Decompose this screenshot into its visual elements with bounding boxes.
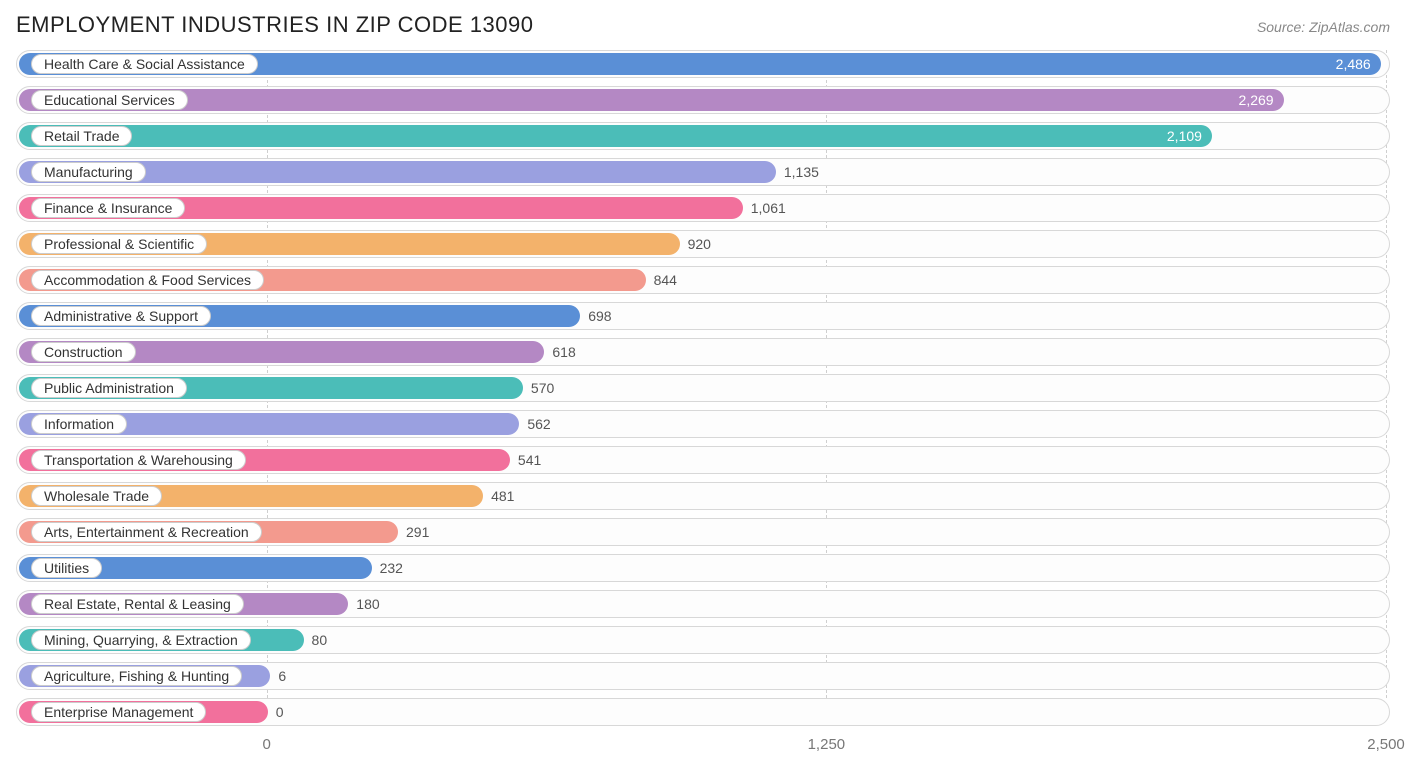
x-tick-label: 1,250 xyxy=(808,736,846,753)
value-label: 618 xyxy=(552,339,575,365)
bar-fill: 2,269 xyxy=(19,89,1284,111)
category-pill: Enterprise Management xyxy=(31,702,206,722)
category-pill: Accommodation & Food Services xyxy=(31,270,264,290)
bar-row: Professional & Scientific 920 xyxy=(16,230,1390,258)
bar-row: Real Estate, Rental & Leasing 180 xyxy=(16,590,1390,618)
value-label: 541 xyxy=(518,447,541,473)
bar-fill: 2,109 xyxy=(19,125,1212,147)
bar-row: Manufacturing 1,135 xyxy=(16,158,1390,186)
category-pill: Finance & Insurance xyxy=(31,198,185,218)
x-tick-label: 2,500 xyxy=(1367,736,1405,753)
category-pill: Mining, Quarrying, & Extraction xyxy=(31,630,251,650)
category-pill: Construction xyxy=(31,342,136,362)
category-pill: Manufacturing xyxy=(31,162,146,182)
bar-row: Transportation & Warehousing 541 xyxy=(16,446,1390,474)
category-pill: Transportation & Warehousing xyxy=(31,450,246,470)
x-tick-label: 0 xyxy=(263,736,271,753)
category-pill: Agriculture, Fishing & Hunting xyxy=(31,666,242,686)
value-label: 1,061 xyxy=(751,195,786,221)
value-label: 232 xyxy=(380,555,403,581)
bar-row: Finance & Insurance 1,061 xyxy=(16,194,1390,222)
value-label: 80 xyxy=(312,627,328,653)
bar-row: Wholesale Trade 481 xyxy=(16,482,1390,510)
category-pill: Information xyxy=(31,414,127,434)
bar-row: Information 562 xyxy=(16,410,1390,438)
bar-row: Construction 618 xyxy=(16,338,1390,366)
value-label: 6 xyxy=(278,663,286,689)
bar-row: Administrative & Support 698 xyxy=(16,302,1390,330)
value-label: 180 xyxy=(356,591,379,617)
bar-row: Accommodation & Food Services 844 xyxy=(16,266,1390,294)
value-label: 698 xyxy=(588,303,611,329)
chart-area: 2,486 Health Care & Social Assistance 2,26… xyxy=(0,46,1406,730)
chart-source: Source: ZipAtlas.com xyxy=(1257,19,1390,35)
category-pill: Retail Trade xyxy=(31,126,132,146)
bar-row: Utilities 232 xyxy=(16,554,1390,582)
bar-row: Enterprise Management 0 xyxy=(16,698,1390,726)
value-label: 570 xyxy=(531,375,554,401)
chart-header: EMPLOYMENT INDUSTRIES IN ZIP CODE 13090 … xyxy=(0,0,1406,46)
bar-row: Public Administration 570 xyxy=(16,374,1390,402)
value-label: 481 xyxy=(491,483,514,509)
category-pill: Administrative & Support xyxy=(31,306,211,326)
category-pill: Professional & Scientific xyxy=(31,234,207,254)
value-label: 1,135 xyxy=(784,159,819,185)
x-axis: 01,2502,500 xyxy=(16,730,1390,762)
bar-row: Mining, Quarrying, & Extraction 80 xyxy=(16,626,1390,654)
bar-row: 2,486 Health Care & Social Assistance xyxy=(16,50,1390,78)
category-pill: Arts, Entertainment & Recreation xyxy=(31,522,262,542)
chart-title: EMPLOYMENT INDUSTRIES IN ZIP CODE 13090 xyxy=(16,12,534,38)
bar-row: Arts, Entertainment & Recreation 291 xyxy=(16,518,1390,546)
category-pill: Health Care & Social Assistance xyxy=(31,54,258,74)
bars-container: 2,486 Health Care & Social Assistance 2,26… xyxy=(16,50,1390,726)
category-pill: Wholesale Trade xyxy=(31,486,162,506)
value-label: 2,269 xyxy=(1239,89,1274,111)
value-label: 562 xyxy=(527,411,550,437)
bar-row: 2,109 Retail Trade xyxy=(16,122,1390,150)
value-label: 2,486 xyxy=(1336,53,1371,75)
value-label: 2,109 xyxy=(1167,125,1202,147)
bar-row: Agriculture, Fishing & Hunting 6 xyxy=(16,662,1390,690)
category-pill: Real Estate, Rental & Leasing xyxy=(31,594,244,614)
category-pill: Educational Services xyxy=(31,90,188,110)
value-label: 844 xyxy=(654,267,677,293)
bar-row: 2,269 Educational Services xyxy=(16,86,1390,114)
value-label: 291 xyxy=(406,519,429,545)
category-pill: Public Administration xyxy=(31,378,187,398)
category-pill: Utilities xyxy=(31,558,102,578)
value-label: 920 xyxy=(688,231,711,257)
value-label: 0 xyxy=(276,699,284,725)
